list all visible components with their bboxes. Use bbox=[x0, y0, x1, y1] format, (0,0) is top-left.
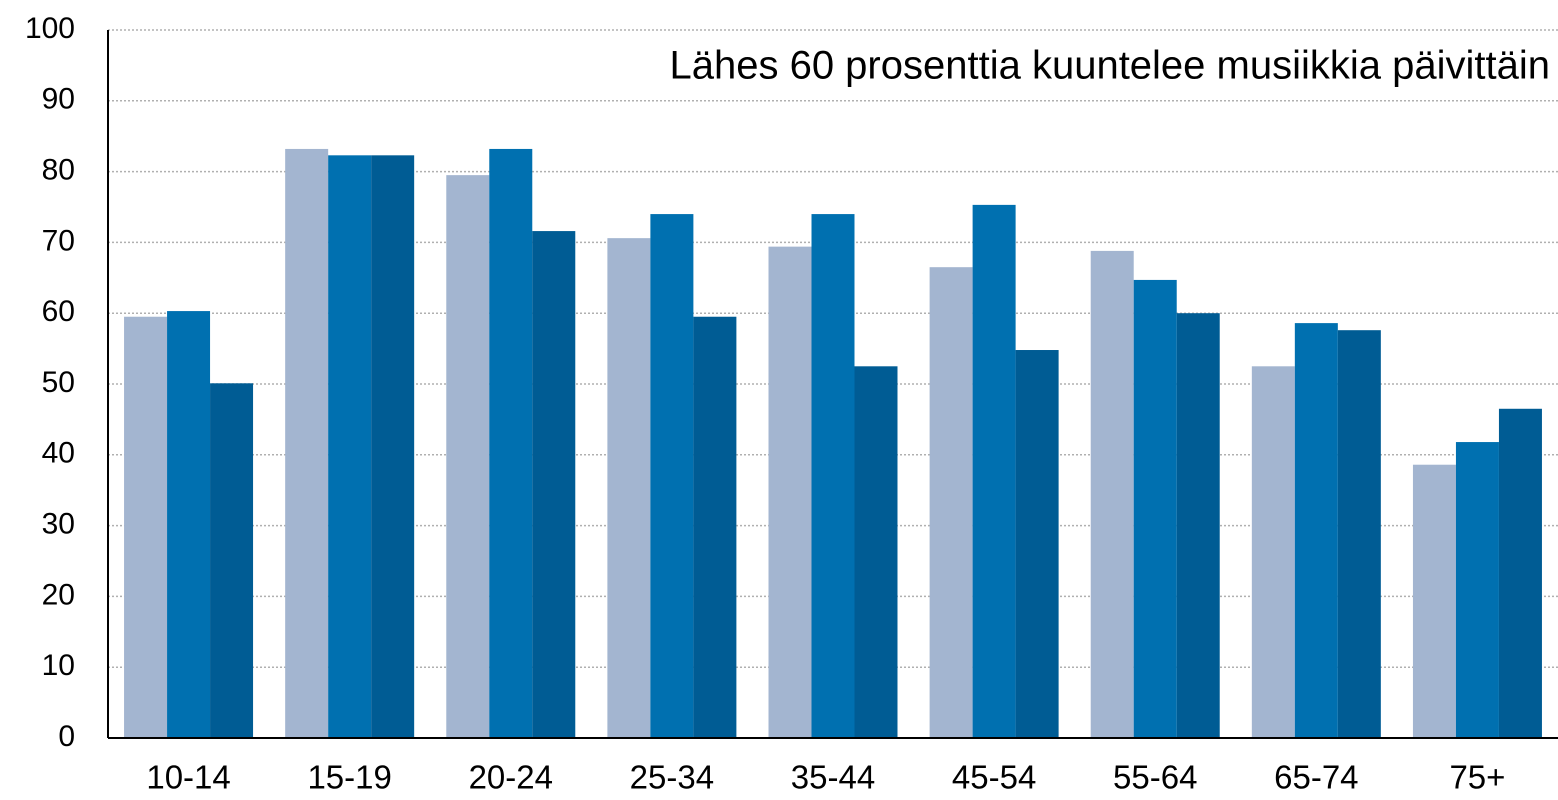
bar bbox=[1176, 313, 1220, 738]
x-tick-label: 55-64 bbox=[1113, 759, 1197, 796]
bar bbox=[489, 148, 533, 739]
bar bbox=[1412, 464, 1456, 738]
y-tick-label: 10 bbox=[42, 649, 75, 682]
bar bbox=[124, 316, 168, 738]
bar bbox=[854, 366, 898, 738]
x-tick-label: 15-19 bbox=[307, 759, 391, 796]
bar bbox=[1133, 279, 1177, 738]
bar bbox=[210, 383, 254, 738]
y-tick-label: 40 bbox=[42, 437, 75, 470]
bar bbox=[1337, 330, 1381, 738]
y-tick-label: 20 bbox=[42, 578, 75, 611]
x-tick-label: 10-14 bbox=[146, 759, 230, 796]
x-tick-label: 75+ bbox=[1449, 759, 1505, 796]
y-tick-label: 30 bbox=[42, 508, 75, 541]
bar bbox=[328, 155, 372, 739]
bar bbox=[1455, 442, 1499, 738]
x-tick-label: 45-54 bbox=[952, 759, 1036, 796]
bar bbox=[1090, 250, 1134, 738]
y-tick-label: 90 bbox=[42, 83, 75, 116]
bar bbox=[1015, 350, 1059, 738]
x-tick-label: 25-34 bbox=[630, 759, 714, 796]
chart-title: Lähes 60 prosenttia kuuntelee musiikkia … bbox=[669, 44, 1550, 88]
bar bbox=[650, 214, 694, 738]
x-tick-label: 35-44 bbox=[791, 759, 875, 796]
y-tick-label: 70 bbox=[42, 224, 75, 257]
bar bbox=[972, 204, 1016, 739]
bar bbox=[693, 316, 737, 738]
bar bbox=[532, 231, 576, 738]
y-tick-label: 0 bbox=[58, 720, 75, 753]
y-tick-label: 100 bbox=[25, 12, 75, 45]
bar bbox=[929, 267, 973, 738]
bar bbox=[167, 311, 211, 738]
bar bbox=[768, 246, 812, 738]
bar bbox=[1498, 408, 1542, 738]
bar bbox=[1251, 366, 1295, 738]
bar bbox=[446, 175, 490, 738]
y-tick-label: 60 bbox=[42, 295, 75, 328]
bar bbox=[811, 214, 855, 738]
y-tick-label: 80 bbox=[42, 154, 75, 187]
bar bbox=[607, 238, 651, 739]
y-tick-label: 50 bbox=[42, 366, 75, 399]
bar bbox=[1294, 323, 1338, 738]
bar bbox=[371, 155, 415, 739]
bar bbox=[285, 148, 329, 739]
x-tick-label: 65-74 bbox=[1274, 759, 1358, 796]
x-tick-label: 20-24 bbox=[469, 759, 553, 796]
